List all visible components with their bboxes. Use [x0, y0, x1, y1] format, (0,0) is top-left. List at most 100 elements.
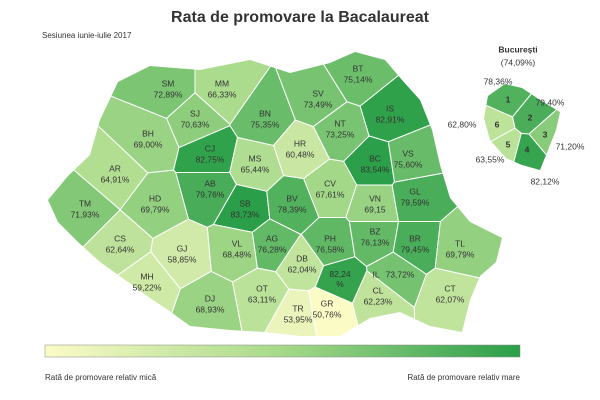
county-code: MM [215, 78, 229, 88]
county-code: GR [321, 298, 334, 308]
county-value: 73,72% [386, 269, 415, 279]
county [434, 154, 502, 288]
sector-code: 1 [506, 94, 511, 104]
county-value: 79,59% [401, 197, 430, 207]
county-value: 75,35% [251, 119, 280, 129]
county-value: 82,75% [196, 154, 225, 164]
county-code: TR [292, 303, 303, 313]
county-value: 62,64% [106, 244, 135, 254]
sector-code: 4 [525, 144, 530, 154]
value-part: 82,24 [329, 269, 351, 279]
sector-code: 2 [528, 112, 533, 122]
county-code: CS [114, 233, 126, 243]
county-code: BC [369, 153, 381, 163]
county-value: 75,60% [394, 159, 423, 169]
sector-value: 79,40% [536, 97, 565, 107]
county-code: SJ [190, 108, 200, 118]
county-code: AB [204, 178, 216, 188]
sector-code: 5 [506, 139, 511, 149]
county-code: VS [402, 148, 414, 158]
county-value: 76,13% [361, 237, 390, 247]
county-value: 62,23% [364, 296, 393, 306]
county-code: OT [256, 283, 268, 293]
county [48, 251, 181, 336]
county-value: 53,95% [284, 314, 313, 324]
county-value: 69,79% [141, 204, 170, 214]
county-value: 65,44% [241, 164, 270, 174]
county-code: CT [444, 283, 455, 293]
county-code: TM [79, 198, 91, 208]
county-value: 50,76% [313, 309, 342, 319]
county-value: 78,39% [278, 204, 307, 214]
county-code: HD [149, 193, 161, 203]
sector-value: 62,80% [448, 119, 477, 129]
sector-value: 63,55% [476, 154, 505, 164]
county-code: GL [409, 186, 421, 196]
county-code: DB [296, 253, 308, 263]
legend-high: Rată de promovare relativ mare [408, 373, 521, 382]
county-code: BV [286, 193, 298, 203]
county-value: 76,58% [316, 244, 345, 254]
county-code: TL [455, 238, 465, 248]
county-code: AG [266, 233, 278, 243]
legend-low: Rată de promovare relativ mică [45, 373, 157, 382]
county-code: HR [294, 138, 306, 148]
county-value: 69,00% [134, 139, 163, 149]
county-value: 69,79% [446, 249, 475, 259]
county-value: 59,22% [133, 282, 162, 292]
county-value: 62,04% [288, 264, 317, 274]
county-code: BZ [370, 226, 381, 236]
county-code: SV [312, 88, 324, 98]
county-code: SM [162, 78, 175, 88]
sector-code: 6 [495, 119, 500, 129]
county-code: CL [373, 285, 384, 295]
county-value: 82,91% [376, 114, 405, 124]
county-code: SB [239, 198, 251, 208]
county-value: 71,93% [71, 209, 100, 219]
county-value: 67,61% [316, 189, 345, 199]
county-code: CV [324, 178, 336, 188]
sector-value: 71,20% [556, 141, 585, 151]
county-value: 73,49% [304, 99, 333, 109]
bucharest-map [484, 84, 560, 170]
county-code: BH [142, 128, 154, 138]
county-value: 63,11% [248, 294, 277, 304]
county-value: 64,91% [101, 174, 130, 184]
county-code: GJ [177, 243, 188, 253]
sector-value: 78,36% [484, 76, 513, 86]
county-code: PH [324, 233, 336, 243]
subtitle: Sesiunea iunie-iulie 2017 [42, 31, 132, 40]
sector-value: 82,12% [531, 176, 560, 186]
county-value: 69,15 [364, 204, 386, 214]
sector-code: 3 [543, 129, 548, 139]
county-code: CJ [205, 143, 215, 153]
county-value: 72,89% [154, 89, 183, 99]
bucharest-value: (74,09%) [501, 57, 536, 67]
county-value: 68,48% [223, 249, 252, 259]
county-value: 79,45% [401, 244, 430, 254]
county-code: BN [259, 108, 271, 118]
county-code: VL [232, 238, 243, 248]
county-value: 58,85% [168, 254, 197, 264]
county-value: 76,28% [258, 244, 287, 254]
county-code: AR [109, 163, 121, 173]
bucharest-title: București [498, 44, 537, 54]
county-code: MS [249, 153, 262, 163]
county-code: DJ [205, 293, 215, 303]
county-value: 66,33% [208, 89, 237, 99]
county-code: VN [369, 193, 381, 203]
county-value: 60,48% [286, 149, 315, 159]
county [413, 267, 502, 336]
county-value: 83,73% [231, 209, 260, 219]
county-code: MH [140, 271, 153, 281]
county-code: IL [372, 269, 379, 279]
county-code: NT [334, 118, 345, 128]
county-code: BT [353, 63, 364, 73]
county-value: 83,54% [361, 164, 390, 174]
county-value: 75,14% [344, 74, 373, 84]
legend-bar [44, 344, 521, 358]
value-part: % [336, 279, 344, 289]
county-value: 68,93% [196, 304, 225, 314]
